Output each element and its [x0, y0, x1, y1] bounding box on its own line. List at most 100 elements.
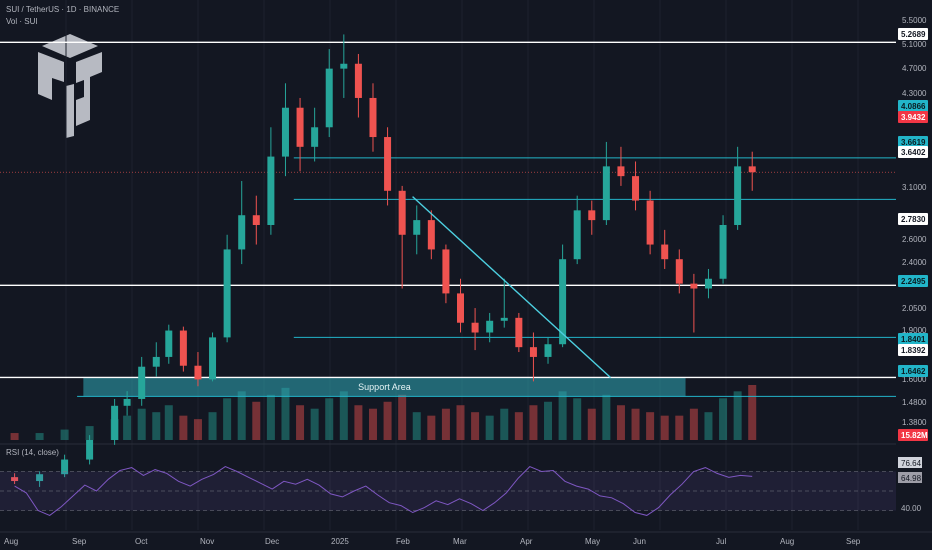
price-axis-tick: 5.1000 — [902, 40, 927, 49]
rsi-pane — [0, 466, 896, 516]
time-axis-tick: Apr — [520, 537, 533, 546]
volume-bar — [631, 408, 640, 440]
candle-body — [194, 365, 202, 380]
candle-body — [690, 283, 698, 289]
logo-watermark-icon — [38, 34, 102, 138]
volume-bar — [223, 398, 232, 440]
price-axis-tick: 4.3000 — [902, 89, 927, 98]
volume-bar — [471, 412, 480, 440]
time-axis-tick: 2025 — [331, 537, 349, 546]
volume-bar — [310, 408, 319, 440]
candle-body — [704, 278, 712, 289]
candle-body — [223, 249, 231, 338]
time-axis-tick: May — [585, 537, 600, 546]
time-axis-tick: Jul — [716, 537, 726, 546]
volume-bar — [441, 408, 450, 440]
volume-bar — [514, 412, 523, 440]
price-axis[interactable]: 5.5000 5.1000 4.7000 4.3000 3.1000 2.6000 2.40… — [898, 16, 928, 513]
price-tag-label: 1.8401 — [901, 335, 926, 344]
candle-body — [427, 220, 435, 250]
price-tag-bg — [898, 136, 928, 148]
volume-bar — [689, 408, 698, 440]
volume-bar — [35, 433, 44, 440]
volume-bar — [193, 419, 202, 440]
time-axis-tick: Jun — [633, 537, 646, 546]
price-tag-bg — [898, 275, 928, 287]
price-tag-bg — [898, 28, 928, 40]
time-axis-tick: Oct — [135, 537, 148, 546]
time-axis-tick: Sep — [846, 537, 861, 546]
price-tag-label: 1.8392 — [901, 346, 926, 355]
volume-bars — [10, 385, 757, 440]
candle-body — [138, 366, 146, 399]
candle-body — [632, 176, 640, 201]
volume-bar — [646, 412, 655, 440]
trendline — [412, 196, 612, 378]
candle-body — [111, 405, 119, 440]
candle-body — [209, 337, 217, 380]
volume-bar — [529, 405, 538, 440]
candle-body — [413, 220, 421, 235]
rsi-axis-label: 40.00 — [901, 504, 922, 513]
volume-bar — [252, 401, 261, 440]
time-axis-tick: Nov — [200, 537, 214, 546]
volume-legend[interactable]: Vol · SUI — [6, 17, 38, 26]
rsi-tag-bg — [898, 472, 922, 483]
candle-body — [719, 225, 727, 279]
time-axis-tick: Sep — [72, 537, 87, 546]
candle-body — [500, 317, 508, 321]
candle-body — [748, 166, 756, 173]
candle-body — [661, 244, 669, 260]
candle-body — [36, 474, 44, 482]
time-axis-tick: Aug — [4, 537, 18, 546]
time-axis[interactable]: Aug Sep Oct Nov Dec 2025 Feb Mar Apr May Jun Jul Aug… — [4, 537, 861, 546]
candle-body — [123, 398, 131, 406]
candle-body — [442, 249, 450, 294]
candle-body — [281, 107, 289, 157]
price-axis-tick: 1.9000 — [902, 326, 927, 335]
volume-bar — [675, 415, 684, 440]
price-axis-tick: 1.4800 — [902, 398, 927, 407]
candle-body — [588, 210, 596, 221]
symbol-legend[interactable]: SUI / TetherUS · 1D · BINANCE — [6, 5, 120, 14]
candle-body — [296, 107, 304, 147]
price-tag-bg — [898, 111, 928, 123]
volume-bar — [339, 391, 348, 440]
price-tag-bg — [898, 100, 928, 112]
price-axis-tick: 4.7000 — [902, 64, 927, 73]
volume-bar — [733, 391, 742, 440]
price-tag-label: 5.2689 — [901, 30, 926, 39]
candle-body — [559, 259, 567, 345]
rsi-axis-label: 64.98 — [901, 474, 922, 483]
time-axis-tick: Mar — [453, 537, 467, 546]
candle-body — [471, 322, 479, 333]
candle-body — [734, 166, 742, 225]
candle-body — [369, 97, 377, 138]
candle-body — [267, 156, 275, 225]
volume-bar — [368, 408, 377, 440]
candle-body — [11, 477, 19, 482]
price-axis-tick: 2.6000 — [902, 235, 927, 244]
price-tag-bg — [898, 344, 928, 356]
candle-body — [646, 200, 654, 245]
candle-body — [354, 63, 362, 98]
candle-body — [179, 330, 187, 366]
volume-bar — [383, 401, 392, 440]
price-tag-bg — [898, 429, 928, 441]
candle-body — [457, 293, 465, 323]
candle-body — [529, 347, 537, 357]
volume-bar — [123, 415, 132, 440]
volume-bar — [85, 426, 94, 440]
volume-bar — [10, 433, 19, 440]
price-tag-label: 3.6402 — [901, 148, 926, 157]
volume-bar — [558, 391, 567, 440]
candle-body — [325, 68, 333, 128]
candle-body — [384, 137, 392, 191]
trendline-layer[interactable] — [412, 196, 612, 378]
volume-bar — [616, 405, 625, 440]
support-zone-layer[interactable]: Support Area — [77, 377, 896, 397]
volume-bar — [748, 385, 757, 440]
price-tag-label: 15.82M — [901, 431, 928, 440]
rsi-legend[interactable]: RSI (14, close) — [6, 448, 59, 457]
